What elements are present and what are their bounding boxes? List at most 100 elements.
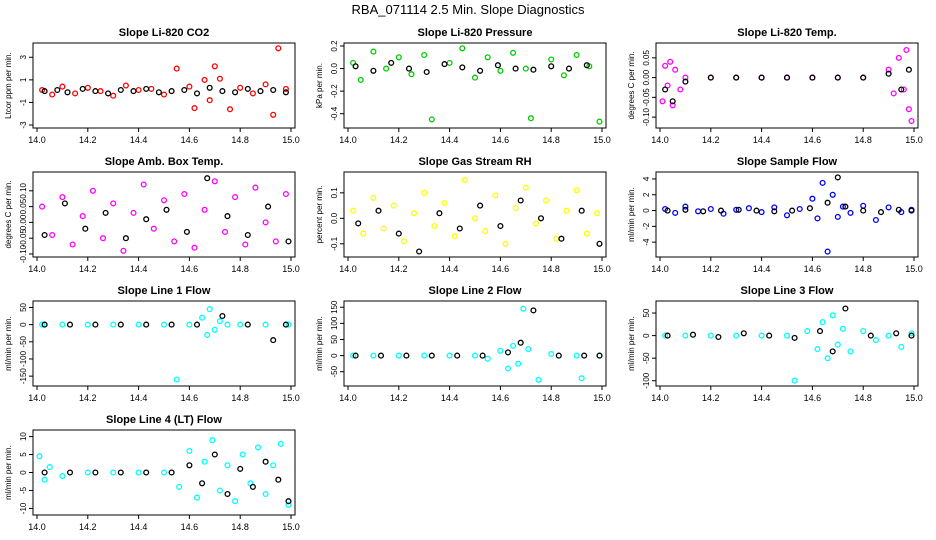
data-point-all [186,447,193,455]
data-point-selected [578,207,585,214]
x-tick-label: 14.2 [79,264,97,274]
data-point-all [733,206,740,213]
data-point-selected [477,67,484,74]
data-point-all [662,62,669,69]
data-point-all [847,209,854,216]
data-point-all [252,184,259,191]
plot-frame [32,300,296,387]
data-point-selected [117,321,124,328]
x-tick-label: 15.0 [905,264,923,274]
data-point-selected [581,352,588,359]
data-point-all [573,51,580,59]
data-point-all [783,212,791,219]
y-tick-label: 0.00 [642,69,651,85]
data-point-all [395,54,402,61]
data-point-selected [206,84,213,91]
panel-8: 14.0 14.2 14.4 14.6 14.8 15.0 -50 0 50 100 150 ml/m… [315,300,611,403]
data-point-all [97,88,104,95]
data-point-all [839,203,846,210]
data-point-selected [244,231,251,239]
data-point-selected [143,469,150,476]
data-point-all [860,202,867,209]
panel-7: 14.0 14.2 14.4 14.6 14.8 15.0 -150-100 -50 0 50 ml… [4,300,300,403]
y-tick-label: -10 [19,502,28,514]
data-point-selected [219,312,226,320]
data-point-selected [265,203,272,210]
y-tick-label: 5 [19,452,28,457]
data-point-all [662,332,669,339]
data-point-all [193,494,201,501]
x-tick-label: 14.2 [702,135,720,145]
data-point-selected [504,349,512,356]
x-tick-label: 14.2 [702,264,720,274]
x-tick-label: 14.4 [130,135,148,145]
data-point-all [224,462,231,469]
data-point-selected [163,206,170,213]
data-point-all [69,241,76,248]
data-point-selected [664,207,671,214]
x-tick-label: 14.4 [130,393,148,403]
data-point-selected [249,483,256,490]
data-point-selected [753,207,760,214]
data-point-all [249,90,256,97]
data-point-all [350,207,357,214]
x-tick-label: 14.0 [339,135,357,145]
data-point-selected [829,348,836,355]
x-tick-label: 14.2 [702,393,720,403]
data-point-all [548,350,555,358]
data-point-all [171,238,178,245]
data-point-all [834,213,841,220]
data-point-all [502,240,509,247]
data-point-all [814,346,821,353]
y-tick-label: -3 [19,121,28,129]
y-tick-label: 100 [330,316,339,330]
data-point-all [898,343,905,350]
data-point-selected [92,469,99,476]
data-point-all [360,230,367,237]
data-point-all [122,82,129,89]
y-tick-label: -2 [642,222,651,230]
panel-title: Slope Line 4 (LT) Flow [106,414,222,426]
data-point-all [191,105,198,112]
data-point-selected [117,469,124,476]
data-point-selected [257,88,264,95]
data-point-all [839,325,846,332]
data-point-selected [122,235,129,242]
data-point-selected [370,67,377,74]
data-point-selected [842,203,849,210]
data-point-all [695,208,702,215]
data-point-all [682,74,689,81]
data-point-selected [41,231,48,239]
data-point-all [262,219,269,226]
data-point-all [707,205,714,213]
data-point-all [79,213,86,220]
data-point-all [39,203,46,210]
data-point-selected [766,332,773,339]
data-point-all [482,228,489,235]
data-point-selected [143,216,150,223]
data-point-all [410,210,418,217]
data-point-all [49,91,56,98]
y-tick-label: -0.05 [642,88,651,107]
data-point-all [211,178,218,185]
data-point-selected [405,65,413,72]
data-point-selected [282,89,289,96]
y-tick-label: -5 [19,486,28,494]
data-point-selected [143,321,150,328]
data-point-all [282,85,289,92]
data-point-all [160,197,168,204]
y-tick-label: 0.1 [330,187,339,199]
data-point-selected [682,78,689,85]
data-point-all [370,194,377,201]
data-point-selected [512,65,519,72]
data-point-all [277,440,284,447]
plot-frame [343,171,607,258]
data-point-selected [262,458,269,465]
data-point-all [885,332,892,339]
data-point-all [682,203,689,210]
x-tick-label: 14.0 [651,264,669,274]
data-point-selected [735,206,742,213]
y-tick-label: 3 [19,55,28,60]
data-point-all [370,352,377,359]
